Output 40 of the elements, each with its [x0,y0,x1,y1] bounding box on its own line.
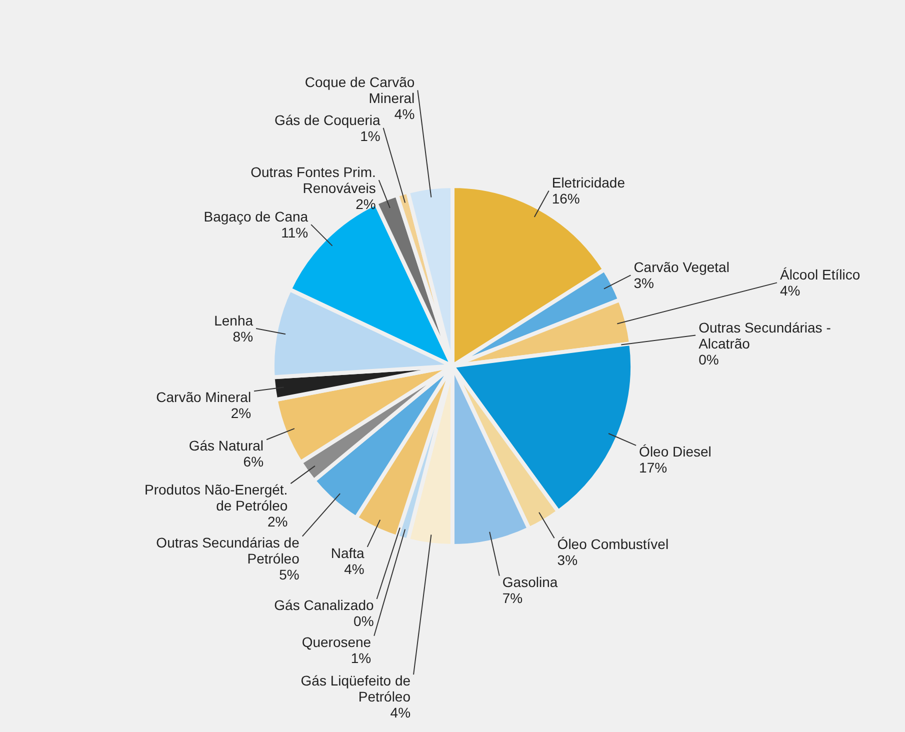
slice-label: Gasolina [502,574,558,590]
data-label: 7% [502,590,523,606]
text: 0% [354,613,374,630]
slice-label: Óleo Diesel [639,443,712,460]
slice-label: Gás Liqüefeito de Petróleo [300,672,411,705]
data-label: 1% [350,650,372,666]
data-label: 3% [557,552,578,568]
slice-label: Nafta [330,544,365,561]
data-label: 5% [279,566,300,582]
text: 0% [698,351,719,368]
slice-label: Álcool Etílico [780,266,860,283]
data-label: 4% [344,560,364,577]
slice-label: Gás Natural [188,438,264,454]
data-label: 16% [552,190,580,207]
slice-label: Carvão Mineral [156,389,252,406]
data-label: 4% [390,704,411,721]
slice-label: Gás de Coqueria [274,112,381,128]
data-label: 3% [634,275,654,292]
data-label: 2% [267,514,288,530]
data-label: 2% [356,196,376,212]
data-label: 4% [780,282,800,299]
slice-label: Eletricidade [552,174,626,191]
data-label: 4% [394,106,415,122]
slice-label: Lenha [214,312,254,329]
slice-label: Bagaço de Cana [204,208,308,225]
slice-label: Produtos Não-Energét. de Petróleo [144,482,288,514]
data-label: 1% [360,128,380,144]
data-label: 6% [243,454,264,470]
slice-label: Carvão Vegetal [634,259,730,276]
data-label: 2% [230,405,252,422]
data-label: 17% [639,459,668,476]
slice-label: Coque de Carvão Mineral [304,74,415,106]
slice-label: Óleo Combustível [557,536,669,552]
slice-label: Outras Fontes Prim. Renováveis [250,164,376,196]
slice-label: Outras Secundárias de Petróleo [156,534,300,566]
slice-label: Querosene [302,634,372,650]
data-label: 8% [232,328,254,345]
category-label: Outras Secundárias - Alcatrão [698,319,831,352]
category-label: Gás Canalizado [274,597,374,614]
data-label: 11% [281,224,308,241]
